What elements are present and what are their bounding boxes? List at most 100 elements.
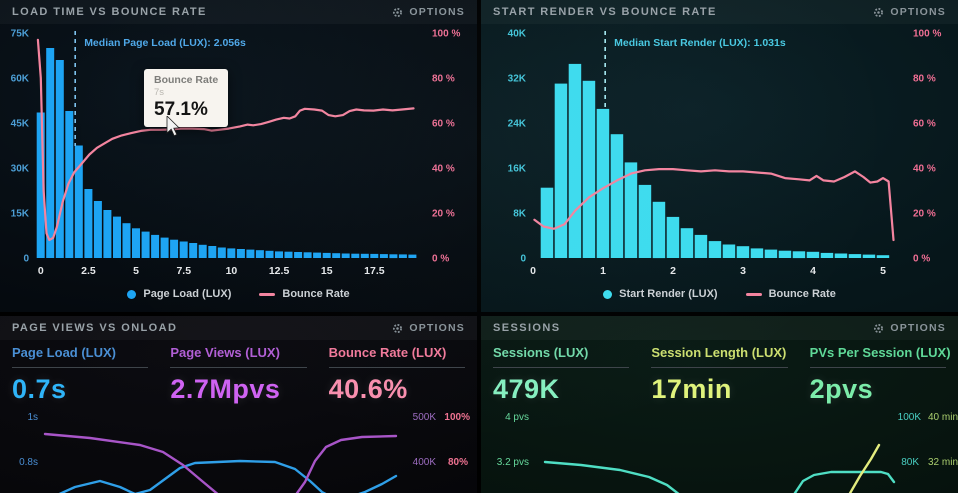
- svg-text:4 pvs: 4 pvs: [505, 412, 529, 423]
- panel-sessions: SESSIONS OPTIONS Sessions (LUX) 479K Ses…: [481, 316, 958, 493]
- svg-text:60 %: 60 %: [913, 119, 936, 130]
- metric-sessions: Sessions (LUX) 479K: [493, 345, 630, 405]
- svg-text:5: 5: [880, 265, 886, 277]
- svg-text:2.5: 2.5: [81, 265, 96, 277]
- mouse-cursor-icon: [166, 116, 180, 137]
- svg-text:8K: 8K: [513, 209, 527, 220]
- svg-text:10: 10: [226, 265, 238, 277]
- svg-text:20 %: 20 %: [913, 209, 936, 220]
- svg-text:3: 3: [740, 265, 746, 277]
- chart-legend: Page Load (LUX) Bounce Rate: [0, 280, 477, 308]
- tooltip-x-value: 7s: [154, 87, 165, 98]
- options-button[interactable]: OPTIONS: [392, 322, 465, 334]
- svg-text:1: 1: [600, 265, 606, 277]
- metric-value: 40.6%: [328, 374, 408, 404]
- tooltip-value: 57.1%: [154, 99, 208, 120]
- svg-text:5: 5: [133, 265, 139, 277]
- svg-text:Median Page Load (LUX): 2.056s: Median Page Load (LUX): 2.056s: [84, 37, 246, 49]
- svg-text:80 %: 80 %: [913, 74, 936, 85]
- svg-text:100 %: 100 %: [432, 29, 460, 40]
- panel-header: LOAD TIME VS BOUNCE RATE OPTIONS: [0, 0, 477, 24]
- svg-text:75K: 75K: [11, 29, 30, 40]
- metric-value: 17min: [651, 374, 732, 404]
- load-time-chart[interactable]: Median Page Load (LUX): 2.056s 75K 60K 45K 3…: [0, 24, 477, 280]
- svg-text:40 %: 40 %: [432, 164, 455, 175]
- sessions-chart[interactable]: 4 pvs 3.2 pvs 100K 40 min 80K 32 min: [481, 405, 958, 493]
- metric-page-views: Page Views (LUX) 2.7Mpvs: [170, 345, 307, 405]
- svg-text:7.5: 7.5: [176, 265, 191, 277]
- legend-page-load[interactable]: Page Load (LUX): [127, 288, 231, 300]
- legend-line-icon: [745, 292, 762, 296]
- panel-title: SESSIONS: [493, 322, 561, 334]
- legend-dot-icon: [603, 289, 613, 299]
- svg-text:30K: 30K: [11, 164, 30, 175]
- panel-start-render: START RENDER VS BOUNCE RATE OPTIONS Medi…: [481, 0, 958, 312]
- svg-text:3.2 pvs: 3.2 pvs: [497, 457, 529, 468]
- gear-icon: [393, 7, 403, 17]
- svg-text:1s: 1s: [27, 412, 38, 423]
- svg-text:0 %: 0 %: [913, 254, 930, 265]
- metrics-row: Sessions (LUX) 479K Session Length (LUX)…: [481, 340, 958, 405]
- gear-icon: [393, 323, 403, 333]
- panel-page-views-onload: PAGE VIEWS VS ONLOAD OPTIONS Page Load (…: [0, 316, 477, 493]
- panel-load-time: LOAD TIME VS BOUNCE RATE OPTIONS Median …: [0, 0, 477, 312]
- tooltip-series: Bounce Rate: [154, 74, 219, 86]
- svg-text:16K: 16K: [508, 164, 527, 175]
- metric-label: Session Length (LUX): [651, 345, 788, 368]
- panel-header: START RENDER VS BOUNCE RATE OPTIONS: [481, 0, 958, 24]
- svg-text:0 %: 0 %: [432, 254, 449, 265]
- svg-text:40K: 40K: [508, 29, 527, 40]
- metric-value: 479K: [493, 374, 560, 404]
- svg-text:17.5: 17.5: [364, 265, 385, 277]
- svg-text:Median Start Render (LUX): 1.0: Median Start Render (LUX): 1.031s: [614, 37, 786, 49]
- svg-text:80 %: 80 %: [432, 74, 455, 85]
- svg-text:100 %: 100 %: [913, 29, 941, 40]
- gear-icon: [874, 7, 884, 17]
- svg-text:500K: 500K: [413, 412, 437, 423]
- options-button[interactable]: OPTIONS: [873, 6, 946, 18]
- panel-header: PAGE VIEWS VS ONLOAD OPTIONS: [0, 316, 477, 340]
- chart-legend: Start Render (LUX) Bounce Rate: [481, 280, 958, 308]
- svg-text:32 min: 32 min: [928, 457, 958, 468]
- svg-text:0.8s: 0.8s: [19, 457, 38, 468]
- options-button[interactable]: OPTIONS: [392, 6, 465, 18]
- metric-label: PVs Per Session (LUX): [809, 345, 951, 368]
- svg-text:40 %: 40 %: [913, 164, 936, 175]
- legend-dot-icon: [127, 289, 137, 299]
- svg-text:100%: 100%: [444, 412, 470, 423]
- panel-title: START RENDER VS BOUNCE RATE: [493, 6, 717, 18]
- svg-text:0: 0: [38, 265, 44, 277]
- metric-session-length: Session Length (LUX) 17min: [651, 345, 788, 405]
- legend-bounce-rate[interactable]: Bounce Rate: [745, 288, 836, 300]
- start-render-chart[interactable]: Median Start Render (LUX): 1.031s 40K 32K 2…: [481, 24, 958, 280]
- metric-value: 0.7s: [12, 374, 67, 404]
- metric-value: 2.7Mpvs: [170, 374, 281, 404]
- legend-bounce-rate[interactable]: Bounce Rate: [259, 288, 350, 300]
- pageviews-onload-chart[interactable]: 1s 0.8s 500K 100% 400K 80%: [0, 405, 477, 493]
- svg-text:12.5: 12.5: [269, 265, 290, 277]
- svg-text:60 %: 60 %: [432, 119, 455, 130]
- metric-pvs-per-session: PVs Per Session (LUX) 2pvs: [809, 345, 951, 405]
- metrics-row: Page Load (LUX) 0.7s Page Views (LUX) 2.…: [0, 340, 477, 405]
- svg-text:60K: 60K: [11, 74, 30, 85]
- svg-text:80%: 80%: [448, 457, 468, 468]
- options-button[interactable]: OPTIONS: [873, 322, 946, 334]
- svg-text:15: 15: [321, 265, 333, 277]
- svg-text:20 %: 20 %: [432, 209, 455, 220]
- svg-text:0: 0: [530, 265, 536, 277]
- svg-text:100K: 100K: [898, 412, 922, 423]
- metric-bounce-rate: Bounce Rate (LUX) 40.6%: [328, 345, 465, 405]
- panel-title: PAGE VIEWS VS ONLOAD: [12, 322, 178, 334]
- svg-text:15K: 15K: [11, 209, 30, 220]
- panel-title: LOAD TIME VS BOUNCE RATE: [12, 6, 207, 18]
- legend-start-render[interactable]: Start Render (LUX): [603, 288, 718, 300]
- svg-text:40 min: 40 min: [928, 412, 958, 423]
- legend-line-icon: [259, 292, 276, 296]
- chart-tooltip: Bounce Rate 7s 57.1%: [144, 69, 229, 127]
- svg-text:0: 0: [520, 254, 526, 265]
- svg-text:24K: 24K: [508, 119, 527, 130]
- svg-text:45K: 45K: [11, 119, 30, 130]
- panel-header: SESSIONS OPTIONS: [481, 316, 958, 340]
- metric-page-load: Page Load (LUX) 0.7s: [12, 345, 149, 405]
